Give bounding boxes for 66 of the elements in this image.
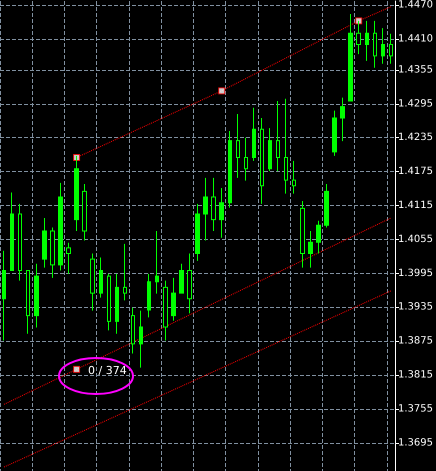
candlestick <box>284 98 288 194</box>
point <box>73 366 80 373</box>
candlestick <box>139 310 143 368</box>
candlestick <box>123 243 127 301</box>
y-tick-label: 1.4055 <box>398 234 434 245</box>
candlestick <box>219 188 224 238</box>
candlestick <box>74 155 79 232</box>
candlestick <box>348 14 353 102</box>
candlestick <box>340 97 345 142</box>
candlestick <box>99 256 103 298</box>
point <box>218 87 226 94</box>
candlestick <box>26 270 30 334</box>
candlestick <box>268 128 272 172</box>
y-tick-label: 1.4175 <box>398 166 434 178</box>
candlestick <box>324 184 329 228</box>
candlestick <box>179 263 184 294</box>
candlestick <box>131 307 135 354</box>
candlestick <box>300 200 305 268</box>
candlestick <box>58 182 63 271</box>
candlestick <box>82 184 87 242</box>
candlestick <box>115 273 119 334</box>
candlestick <box>147 273 151 318</box>
y-tick-label: 1.3815 <box>398 369 434 380</box>
candlestick <box>260 117 264 204</box>
candlestick <box>10 192 14 271</box>
candlestick <box>18 203 22 282</box>
y-tick-label: 1.3755 <box>398 403 434 414</box>
candlestick <box>195 203 200 262</box>
candlestick <box>90 253 95 312</box>
candlestick <box>244 137 248 182</box>
candlestick <box>171 277 176 322</box>
y-tick-label: 1.4470 <box>398 0 434 10</box>
candlestick <box>389 33 393 64</box>
y-tick-label: 1.3875 <box>398 336 434 347</box>
candlestick <box>292 160 296 194</box>
candlestick <box>66 242 71 274</box>
candlestick <box>2 250 6 342</box>
candlestick <box>187 253 192 314</box>
point <box>355 17 362 24</box>
candlestick <box>203 177 208 242</box>
y-tick-label: 1.4410 <box>398 33 434 44</box>
candlestick <box>155 230 159 294</box>
candlestick <box>211 177 216 232</box>
candlestick <box>34 263 39 328</box>
candlestick <box>42 217 47 268</box>
y-tick-label: 1.4295 <box>398 98 434 110</box>
candlestick <box>228 130 232 208</box>
candlestick <box>236 114 240 178</box>
candlestick <box>50 227 55 278</box>
candlestick <box>252 107 256 162</box>
y-tick-label: 1.3935 <box>398 302 434 313</box>
y-tick-label: 1.4115 <box>398 200 434 212</box>
candlestick <box>163 280 168 342</box>
y-tick-label: 1.4355 <box>398 64 434 76</box>
y-tick-label: 1.3695 <box>398 437 434 448</box>
candlestick <box>316 220 321 254</box>
annotation: 0 / 374 <box>88 364 127 377</box>
candlestick <box>276 100 280 172</box>
candlestick <box>381 28 385 64</box>
candlestick <box>365 20 369 62</box>
candlestick <box>373 20 377 68</box>
y-tick-label: 1.3995 <box>398 268 434 279</box>
candlestick <box>332 110 337 156</box>
candlestick <box>107 273 111 331</box>
y-tick-label: 1.4235 <box>398 132 434 144</box>
candlestick <box>308 230 313 268</box>
